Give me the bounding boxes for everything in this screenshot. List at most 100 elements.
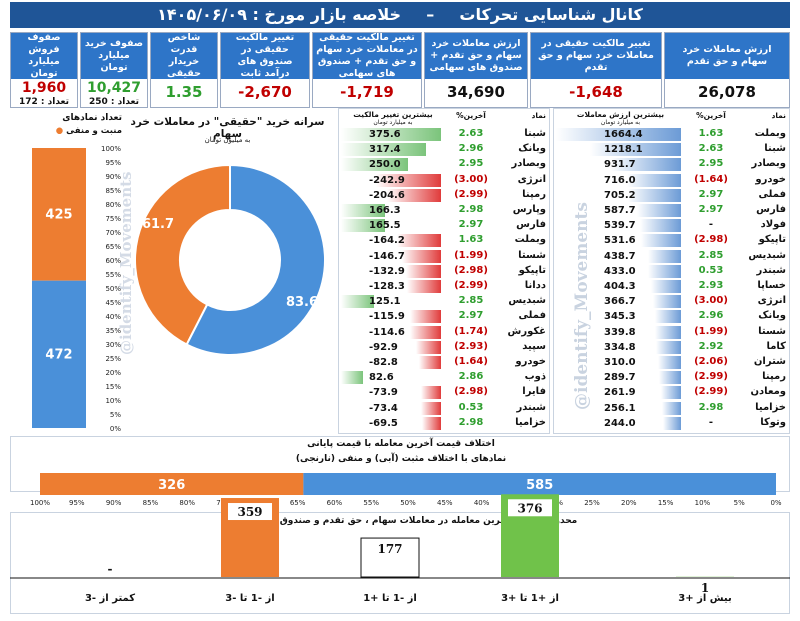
summary-card: صفوف فروش میلیارد تومان 1,960 تعداد : 172 [10, 32, 78, 108]
page-title: خلاصه بازار مورخ : ۱۴۰۵/۰۶/۰۹ [157, 5, 402, 24]
price-gap-negative-label: 326 [158, 478, 185, 493]
price-gap-tick-label: 50% [400, 499, 416, 507]
stack-tick-label: 25% [105, 355, 121, 363]
stack-tick-label: 50% [105, 285, 121, 293]
row-symbol: انرژی [757, 295, 786, 307]
stack-legend-text: منبت و منفی [66, 126, 122, 136]
histogram-value-label: 376 [517, 501, 542, 515]
row-bar [611, 158, 681, 172]
row-symbol: فارس [756, 204, 786, 215]
table-row: انرژی (3.00) 366.7 [554, 294, 789, 309]
row-value: 82.6 [369, 372, 394, 384]
row-bar [410, 310, 441, 324]
table-row: فملی 2.97 705.2 [554, 188, 789, 203]
row-value: 310.0 [604, 357, 636, 368]
summary-cards: صفوف فروش میلیارد تومان 1,960 تعداد : 172 ص… [10, 32, 790, 108]
table-row: وبملت 1.63 1664.4 [554, 127, 789, 142]
row-percent: (1.99) [454, 249, 488, 261]
row-symbol: شبنا [524, 128, 546, 139]
stack-positive-label: 472 [45, 347, 72, 362]
row-bar-area: -146.7 [341, 249, 441, 263]
price-gap-tick-label: 100% [30, 499, 50, 507]
histogram-chart: - کمتر از -3 359 از -1 تا -3 177 از -1 تا +1 3… [10, 494, 790, 604]
row-value: -128.3 [369, 281, 405, 292]
row-symbol: وبصادر [511, 158, 546, 170]
row-symbol: شتران [753, 356, 786, 367]
stack-tick-label: 75% [105, 215, 121, 223]
donut-subtitle: به میلیون تومان [204, 136, 251, 144]
table-row: خزامیا 2.98 256.1 [554, 401, 789, 416]
price-gap-positive-label: 585 [526, 478, 553, 493]
histogram-category-label: از -1 تا +1 [363, 593, 417, 604]
row-value: 366.7 [604, 296, 636, 308]
summary-card-count: تعداد : 172 [18, 97, 70, 107]
row-percent: (1.64) [694, 173, 728, 185]
summary-card: تغییر مالکیت حقیقی در معاملات خرد سهام و… [530, 32, 662, 108]
row-bar [641, 234, 681, 248]
summary-card-value: -1,719 [340, 83, 394, 101]
summary-card-value: -1,648 [569, 83, 623, 101]
owner-table-header: نماد %آخرین بیشترین تغییر مالکیت به میلی… [339, 110, 549, 126]
price-gap-tick-label: 85% [143, 499, 159, 507]
summary-card: شاخص قدرت خریدار حقیقی 1.35 [150, 32, 218, 108]
row-percent: (3.00) [694, 295, 728, 307]
histogram-value-label: 177 [377, 542, 402, 556]
donut-sell-label: 61.7 [142, 217, 174, 232]
row-bar-area: 1664.4 [556, 128, 681, 141]
summary-card-label: صفوف خرید میلیارد تومان [81, 33, 147, 79]
table-row: وتوکا - 244.0 [554, 416, 789, 431]
price-gap-tick-label: 90% [106, 499, 122, 507]
summary-card-label: ارزش معاملات خرد سهام و حق تقدم + صندوق … [425, 33, 527, 79]
table-row: شتران (2.06) 310.0 [554, 355, 789, 370]
watermark-right: @identify_Movements [572, 202, 592, 410]
header-banner: کانال شناسایی تحرکات – خلاصه بازار مورخ … [10, 2, 790, 28]
row-bar [418, 356, 441, 369]
stack-tick-label: 30% [105, 341, 121, 349]
row-percent: 2.98 [698, 401, 724, 413]
table-row: سپید (2.93) -92.9 [339, 340, 549, 355]
value-col-pct: %آخرین [696, 111, 726, 120]
row-percent: 2.63 [458, 128, 484, 139]
row-symbol: وبانک [758, 310, 786, 322]
donut-sell-slice [134, 163, 231, 346]
row-percent: 2.97 [698, 204, 724, 215]
price-gap-tick-label: 5% [734, 499, 745, 507]
row-bar [341, 128, 441, 141]
row-bar-area: 531.6 [556, 234, 681, 248]
row-value: 433.0 [604, 265, 636, 277]
owner-col-sub: به میلیارد تومان [373, 119, 413, 126]
row-percent: - [708, 416, 714, 428]
row-percent: 2.92 [698, 340, 724, 352]
price-gap-tick-label: 45% [437, 499, 453, 507]
price-gap-tick-label: 25% [584, 499, 600, 507]
price-gap-tick-label: 15% [658, 499, 674, 507]
summary-card-value: 10,427 [86, 80, 142, 96]
row-bar-area: 339.8 [556, 325, 681, 339]
table-row: شبندر 0.53 433.0 [554, 264, 789, 279]
row-value: -82.8 [369, 357, 398, 368]
row-bar [659, 371, 681, 385]
table-row: خزامیا 2.98 -69.5 [339, 416, 549, 431]
summary-card-label: تغییر مالکیت حقیقی در معاملات خرد سهام و… [313, 32, 421, 79]
stack-tick-label: 95% [105, 159, 121, 167]
stack-tick-label: 65% [105, 243, 121, 251]
row-value: 587.7 [604, 205, 636, 216]
row-bar [397, 234, 441, 248]
row-bar [655, 325, 681, 339]
row-bar [341, 219, 386, 233]
histogram-category-label: از +1 تا +3 [501, 593, 559, 604]
row-bar [648, 249, 681, 263]
value-col-sym: نماد [771, 111, 786, 120]
stack-tick-label: 5% [110, 411, 121, 419]
row-percent: (2.98) [454, 386, 488, 398]
row-bar-area: 705.2 [556, 188, 681, 202]
stack-tick-label: 55% [105, 271, 121, 279]
row-percent: (2.99) [694, 386, 728, 398]
row-value: 404.3 [604, 281, 636, 292]
row-bar-area: -73.9 [341, 386, 441, 400]
row-bar [662, 416, 681, 430]
row-value: 250.0 [369, 159, 401, 171]
row-bar [421, 386, 441, 400]
price-gap-bar: 326585100%95%90%85%80%75%70%65%60%55%50%… [30, 473, 782, 507]
row-percent: 1.63 [698, 128, 724, 139]
